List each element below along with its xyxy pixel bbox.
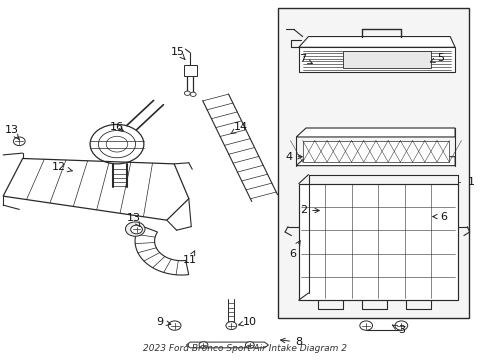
Polygon shape <box>296 157 455 166</box>
Text: 12: 12 <box>52 162 72 172</box>
Text: 10: 10 <box>239 317 257 327</box>
Circle shape <box>199 342 208 348</box>
Text: 8: 8 <box>281 337 302 347</box>
Text: 16: 16 <box>110 122 124 132</box>
Circle shape <box>226 321 237 329</box>
Circle shape <box>190 92 196 96</box>
Circle shape <box>125 222 145 236</box>
Polygon shape <box>135 225 189 275</box>
Polygon shape <box>299 37 455 47</box>
Circle shape <box>131 225 143 234</box>
Polygon shape <box>186 342 269 348</box>
Text: 4: 4 <box>285 152 302 162</box>
Text: 6: 6 <box>289 241 300 258</box>
Text: 11: 11 <box>183 251 197 265</box>
Text: 13: 13 <box>126 213 141 226</box>
Bar <box>303 140 449 162</box>
Text: 3: 3 <box>392 325 405 335</box>
Text: 2: 2 <box>300 206 319 216</box>
Polygon shape <box>299 47 455 72</box>
Text: 14: 14 <box>231 122 248 134</box>
Circle shape <box>395 321 408 330</box>
Text: 5: 5 <box>430 53 444 63</box>
Circle shape <box>184 91 190 95</box>
Bar <box>184 65 196 76</box>
Circle shape <box>245 342 254 348</box>
Bar <box>278 8 469 318</box>
Text: 2023 Ford Bronco Sport Air Intake Diagram 2: 2023 Ford Bronco Sport Air Intake Diagra… <box>143 344 347 353</box>
Polygon shape <box>299 184 458 300</box>
Text: 1: 1 <box>468 177 475 187</box>
Text: 7: 7 <box>298 54 312 64</box>
Circle shape <box>168 321 181 330</box>
Circle shape <box>360 321 372 330</box>
Bar <box>343 51 431 68</box>
Text: 6: 6 <box>433 212 447 221</box>
Text: 9: 9 <box>156 317 171 327</box>
Text: 15: 15 <box>171 46 185 59</box>
Polygon shape <box>296 128 455 137</box>
Text: 13: 13 <box>4 125 19 140</box>
Circle shape <box>13 137 25 145</box>
Polygon shape <box>3 158 189 220</box>
